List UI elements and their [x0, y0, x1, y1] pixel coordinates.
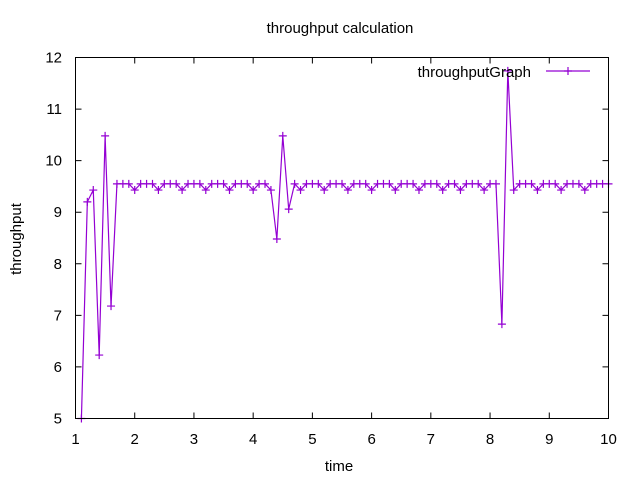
- x-tick-label: 1: [71, 431, 79, 448]
- y-tick-label: 11: [46, 101, 62, 118]
- data-point-marker: [527, 179, 536, 188]
- data-point-marker: [148, 179, 157, 188]
- data-point-marker: [491, 179, 500, 188]
- x-tick-label: 9: [545, 431, 553, 448]
- data-point-marker: [296, 186, 305, 195]
- data-point-marker: [414, 186, 423, 195]
- series-line: [80, 70, 609, 419]
- x-tick-label: 6: [367, 431, 375, 448]
- y-tick-label: 9: [54, 204, 62, 221]
- data-point-marker: [557, 186, 566, 195]
- x-tick-label: 10: [600, 431, 617, 448]
- data-point-marker: [314, 179, 323, 188]
- data-point-marker: [201, 186, 210, 195]
- data-point-marker: [474, 179, 483, 188]
- legend-label: throughputGraph: [418, 64, 531, 81]
- y-tick-label: 7: [54, 307, 62, 324]
- y-tick-label: 5: [54, 411, 62, 428]
- data-point-marker: [272, 235, 281, 244]
- data-point-marker: [219, 179, 228, 188]
- data-point-marker: [367, 186, 376, 195]
- data-point-marker: [432, 179, 441, 188]
- series-layer: [77, 66, 613, 423]
- plot-frame: [75, 57, 609, 419]
- y-tick-label: 8: [54, 256, 62, 273]
- legend: throughputGraph: [418, 64, 590, 81]
- data-point-marker: [101, 131, 110, 140]
- data-point-marker: [278, 131, 287, 140]
- data-point-marker: [385, 179, 394, 188]
- x-tick-label: 4: [249, 431, 257, 448]
- data-point-marker: [95, 351, 104, 360]
- data-point-marker: [551, 179, 560, 188]
- data-point-marker: [343, 186, 352, 195]
- data-point-marker: [438, 186, 447, 195]
- data-point-marker: [503, 66, 512, 75]
- data-point-marker: [361, 179, 370, 188]
- data-point-marker: [497, 320, 506, 329]
- y-tick-label: 10: [45, 153, 62, 170]
- data-point-marker: [290, 179, 299, 188]
- x-axis-label: time: [325, 458, 353, 475]
- data-point-marker: [450, 179, 459, 188]
- data-point-marker: [172, 179, 181, 188]
- x-tick-label: 3: [190, 431, 198, 448]
- data-point-marker: [509, 186, 518, 195]
- data-point-marker: [124, 179, 133, 188]
- y-axis-label: throughput: [8, 202, 25, 275]
- data-point-marker: [89, 186, 98, 195]
- data-point-marker: [580, 186, 589, 195]
- data-point-marker: [574, 179, 583, 188]
- data-point-marker: [261, 179, 270, 188]
- data-point-marker: [338, 179, 346, 188]
- data-point-marker: [249, 186, 258, 195]
- data-point-marker: [154, 186, 163, 195]
- x-tick-label: 5: [308, 431, 316, 448]
- data-point-marker: [456, 186, 465, 195]
- data-point-marker: [266, 186, 275, 195]
- data-point-marker: [195, 179, 204, 188]
- legend-marker: [564, 67, 572, 75]
- data-point-marker: [225, 186, 234, 195]
- data-point-marker: [243, 179, 252, 188]
- x-tick-label: 7: [427, 431, 435, 448]
- data-point-marker: [83, 197, 92, 206]
- y-tick-label: 6: [54, 359, 62, 376]
- data-point-marker: [130, 186, 139, 195]
- data-point-marker: [284, 205, 293, 214]
- x-tick-label: 8: [486, 431, 494, 448]
- data-point-marker: [178, 186, 187, 195]
- data-point-marker: [391, 186, 400, 195]
- chart-title: throughput calculation: [267, 20, 414, 37]
- data-point-marker: [107, 302, 116, 311]
- data-point-marker: [533, 186, 542, 195]
- x-tick-label: 2: [131, 431, 139, 448]
- data-point-marker: [480, 186, 489, 195]
- y-tick-label: 12: [45, 50, 62, 67]
- data-point-marker: [409, 179, 418, 188]
- data-point-marker: [320, 186, 329, 195]
